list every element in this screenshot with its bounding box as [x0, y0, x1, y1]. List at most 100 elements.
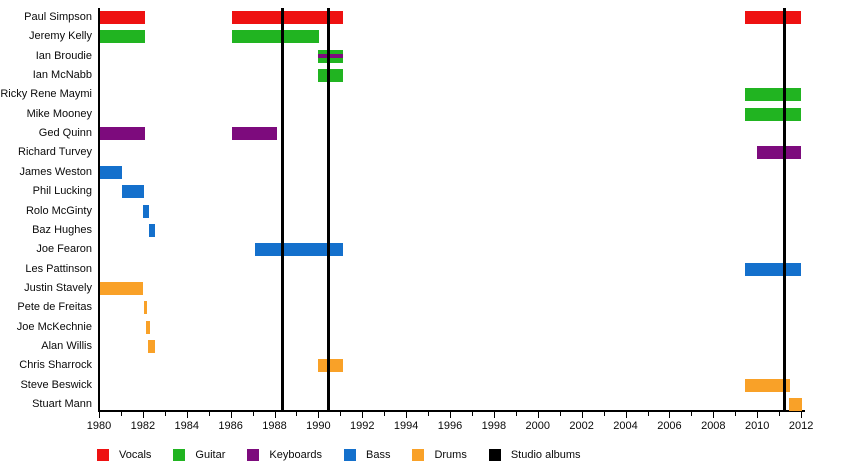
member-bar: [100, 127, 146, 141]
member-label: Paul Simpson: [24, 11, 92, 23]
member-label: Rolo McGinty: [25, 204, 92, 217]
member-bar: [745, 378, 791, 392]
member-label: Phil Lucking: [32, 185, 92, 198]
legend-item: Vocals: [97, 449, 151, 461]
x-axis-major-tick: [537, 412, 539, 418]
x-axis-minor-tick: [164, 412, 166, 416]
bass-swatch: [343, 449, 356, 461]
x-axis-major-tick: [581, 412, 583, 418]
x-axis-major-tick: [186, 412, 188, 418]
legend-label: Guitar: [195, 449, 226, 461]
member-label: Mike Mooney: [26, 107, 92, 120]
member-bar: [231, 30, 320, 44]
member-bar: [318, 49, 343, 63]
member-bar: [318, 359, 343, 373]
member-bar: [231, 127, 277, 141]
member-bar: [745, 88, 802, 102]
x-axis-minor-tick: [384, 412, 386, 416]
x-axis-label: 1986: [218, 420, 243, 432]
member-label: Jeremy Kelly: [29, 30, 92, 43]
member-bar: [122, 185, 144, 199]
member-label: Baz Hughes: [32, 223, 92, 236]
legend-item: Bass: [343, 449, 391, 461]
x-axis-minor-tick: [120, 412, 122, 416]
member-bar: [143, 301, 148, 315]
x-axis-label: 2000: [525, 420, 551, 432]
legend-label: Vocals: [119, 449, 152, 461]
member-label: Ged Quinn: [38, 127, 92, 140]
x-axis-label: 2008: [701, 420, 726, 432]
legend-item: Studio albums: [488, 449, 581, 461]
x-axis-major-tick: [274, 412, 276, 418]
x-axis-minor-tick: [252, 412, 254, 416]
x-axis-label: 2012: [788, 420, 814, 432]
x-axis-major-tick: [450, 412, 452, 418]
member-label: Alan Willis: [41, 339, 92, 352]
x-axis: [98, 410, 806, 412]
x-axis-label: 1990: [306, 420, 331, 432]
x-axis-minor-tick: [471, 412, 473, 416]
legend-item: Keyboards: [247, 449, 322, 461]
x-axis-minor-tick: [340, 412, 342, 416]
keyboards-swatch: [247, 449, 260, 461]
x-axis-major-tick: [142, 412, 144, 418]
legend-label: Drums: [434, 449, 467, 461]
x-axis-label: 1996: [437, 420, 463, 432]
x-axis-minor-tick: [515, 412, 517, 416]
y-axis: [98, 8, 100, 410]
x-axis-major-tick: [318, 412, 320, 418]
member-label: Joe McKechnie: [16, 320, 92, 333]
member-bar: [757, 146, 802, 160]
x-axis-major-tick: [625, 412, 627, 418]
member-label: James Weston: [19, 165, 92, 178]
x-axis-minor-tick: [647, 412, 649, 416]
legend-item: Drums: [412, 449, 467, 461]
member-bar: [231, 11, 343, 24]
x-axis-minor-tick: [735, 412, 737, 416]
x-axis-major-tick: [99, 412, 100, 418]
x-axis-label: 1994: [393, 420, 419, 432]
x-axis-label: 2010: [744, 420, 770, 432]
legend-label: Studio albums: [510, 449, 581, 461]
member-label: Chris Sharrock: [19, 359, 92, 372]
member-bar: [745, 11, 802, 24]
x-axis-major-tick: [713, 412, 715, 418]
x-axis-major-tick: [801, 412, 803, 418]
x-axis-major-tick: [362, 412, 364, 418]
member-label: Pete de Freitas: [17, 301, 92, 314]
legend-label: Keyboards: [269, 449, 322, 461]
legend-item: Guitar: [173, 449, 225, 461]
studio-album-line: [326, 8, 330, 410]
x-axis-label: 1988: [262, 420, 287, 432]
member-label: Les Pattinson: [25, 262, 92, 275]
secondary-role-stripe: [318, 53, 343, 58]
x-axis-label: 1992: [350, 420, 375, 432]
studio-album-line: [280, 8, 284, 410]
x-axis-minor-tick: [208, 412, 210, 416]
x-axis-major-tick: [757, 412, 759, 418]
member-bar: [100, 281, 144, 295]
legend-label: Bass: [365, 449, 391, 461]
member-label: Stuart Mann: [32, 398, 92, 410]
x-axis-major-tick: [406, 412, 408, 418]
x-axis-label: 2006: [657, 420, 682, 432]
member-bar: [745, 107, 802, 121]
member-bar: [789, 398, 803, 411]
x-axis-minor-tick: [779, 412, 781, 416]
x-axis-minor-tick: [603, 412, 605, 416]
member-bar: [100, 165, 123, 179]
member-bar: [254, 243, 343, 257]
member-bar: [142, 204, 150, 218]
x-axis-label: 1982: [130, 420, 156, 432]
studio-album-line: [783, 8, 787, 410]
x-axis-label: 2004: [613, 420, 638, 432]
member-label: Ricky Rene Maymi: [0, 88, 92, 101]
member-label: Ian Broudie: [35, 49, 92, 62]
member-bar: [100, 30, 146, 44]
member-bar: [318, 69, 343, 83]
member-label: Ian McNabb: [32, 69, 92, 82]
x-axis-minor-tick: [428, 412, 430, 416]
member-label: Justin Stavely: [24, 281, 92, 294]
member-bar: [745, 262, 802, 276]
